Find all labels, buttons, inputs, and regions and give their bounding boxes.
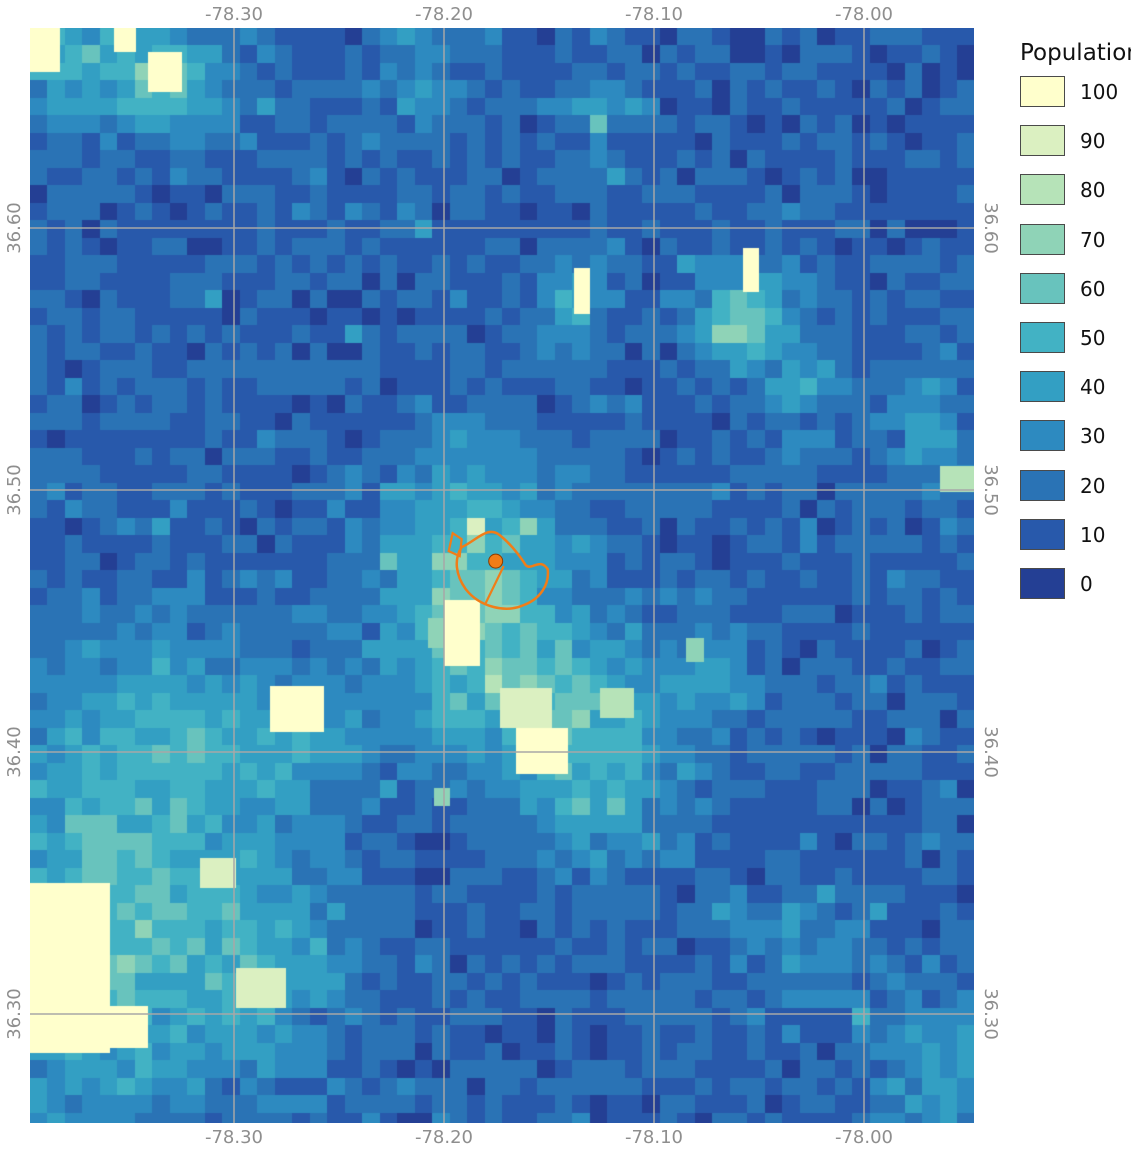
- legend-label: 60: [1080, 276, 1106, 301]
- legend-swatch: [1020, 76, 1065, 107]
- legend-swatch: [1020, 469, 1065, 501]
- legend-item-20: 20: [1020, 469, 1130, 519]
- latitude-tick-label-right: 36.30: [980, 988, 1001, 1040]
- legend-item-40: 40: [1020, 371, 1130, 420]
- latitude-tick-label-left: 36.30: [4, 988, 25, 1040]
- location-pin: [488, 553, 504, 569]
- longitude-tick-label-top: -78.10: [624, 4, 684, 25]
- map-overlay: [30, 28, 974, 1123]
- legend-item-50: 50: [1020, 321, 1130, 371]
- legend-label: 0: [1080, 571, 1093, 596]
- population-map[interactable]: [30, 28, 974, 1123]
- legend-swatch: [1020, 321, 1065, 353]
- latitude-tick-label-right: 36.50: [980, 464, 1001, 516]
- longitude-tick-label-top: -78.20: [414, 4, 474, 25]
- legend-swatch: [1020, 125, 1065, 157]
- longitude-tick-label-bottom: -78.10: [624, 1127, 684, 1148]
- legend-swatch: [1020, 567, 1065, 599]
- legend-swatch: [1020, 371, 1065, 403]
- legend-item-0: 0: [1020, 567, 1130, 617]
- legend-item-10: 10: [1020, 518, 1130, 568]
- legend-swatch: [1020, 174, 1065, 206]
- legend-label: 30: [1080, 424, 1106, 449]
- legend-label: 10: [1080, 522, 1106, 547]
- legend-label: 80: [1080, 178, 1106, 203]
- legend-label: 40: [1080, 375, 1106, 400]
- legend-label: 90: [1080, 129, 1106, 154]
- legend-item-90: 90: [1020, 125, 1130, 174]
- longitude-tick-label-bottom: -78.30: [204, 1127, 264, 1148]
- longitude-tick-label-bottom: -78.20: [414, 1127, 474, 1148]
- legend-label: 100: [1080, 80, 1119, 104]
- latitude-tick-label-left: 36.50: [4, 464, 25, 516]
- longitude-tick-label-bottom: -78.00: [834, 1127, 894, 1148]
- legend-label: 50: [1080, 325, 1106, 350]
- legend-swatch: [1020, 518, 1065, 550]
- location-marker: [447, 530, 550, 610]
- latitude-tick-label-left: 36.60: [4, 202, 25, 254]
- legend-label: 20: [1080, 473, 1106, 498]
- legend-swatch: [1020, 272, 1065, 304]
- latitude-tick-label-right: 36.40: [980, 726, 1001, 778]
- longitude-tick-label-top: -78.30: [204, 4, 264, 25]
- legend-item-30: 30: [1020, 420, 1130, 469]
- population-legend: Population 100 90 80 70 60 50 40 30 20 10 0: [1020, 40, 1131, 617]
- legend-title: Population: [1020, 40, 1131, 66]
- legend-items: 100 90 80 70 60 50 40 30 20 10 0: [1020, 76, 1130, 617]
- legend-item-70: 70: [1020, 223, 1130, 273]
- search-boundary: [455, 530, 550, 610]
- population-raster[interactable]: [30, 28, 974, 1123]
- longitude-tick-label-top: -78.00: [834, 4, 894, 25]
- latitude-tick-label-right: 36.60: [980, 202, 1001, 254]
- legend-swatch: [1020, 420, 1065, 452]
- legend-label: 70: [1080, 227, 1106, 252]
- legend-swatch: [1020, 223, 1065, 255]
- legend-item-80: 80: [1020, 174, 1130, 223]
- coordinate-grid: [30, 28, 974, 1123]
- boundary-spur: [447, 531, 463, 558]
- legend-item-60: 60: [1020, 272, 1130, 322]
- legend-item-100: 100: [1020, 76, 1130, 125]
- latitude-tick-label-left: 36.40: [4, 726, 25, 778]
- boundary-line: [484, 565, 505, 604]
